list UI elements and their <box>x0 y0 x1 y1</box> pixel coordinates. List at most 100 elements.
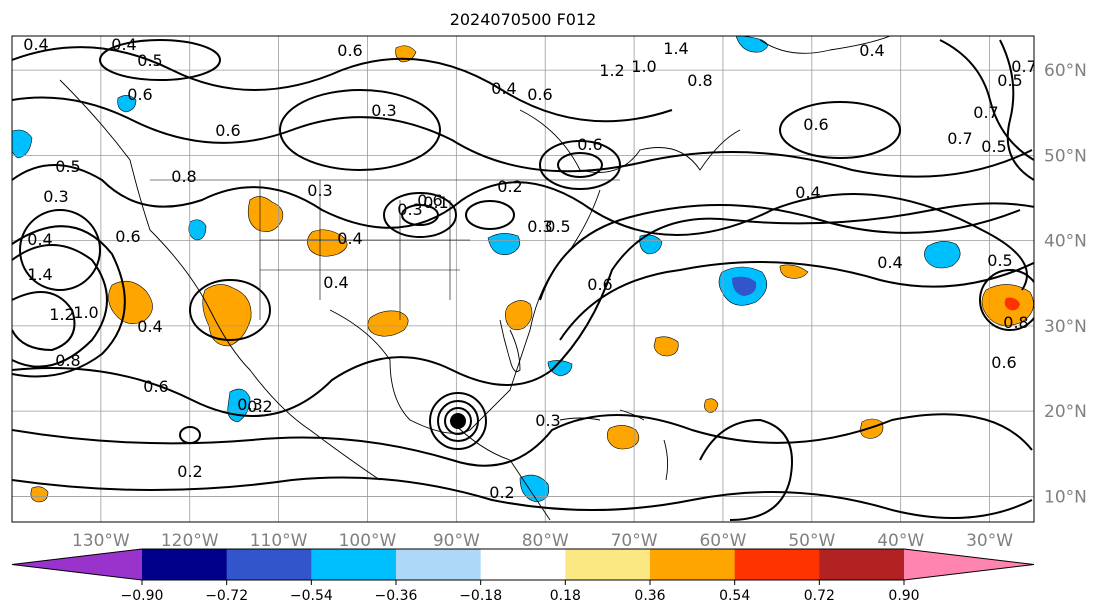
contour-line <box>939 39 1034 161</box>
contour-label: 0.6 <box>143 377 168 396</box>
florida <box>499 319 521 373</box>
contour-line <box>559 261 1034 341</box>
contour-label: 0.3 <box>371 101 396 120</box>
contour-line <box>12 291 76 352</box>
lon-tick-label: 50°W <box>788 531 835 551</box>
colorbar-bin <box>819 549 905 580</box>
lon-tick-label: 90°W <box>433 531 480 551</box>
orange-blob <box>108 280 153 324</box>
contour-labels: 0.4 0.40.50.60.60.60.30.80.50.30.41.41.21… <box>23 36 1036 502</box>
contour-label: 0.5 <box>987 251 1012 270</box>
colorbar-tick-label: −0.18 <box>459 588 502 604</box>
colorbar: −0.90 −0.72 −0.54 −0.36 −0.18 0.18 0.36 0.54 0.7… <box>11 548 1035 604</box>
contour-label: 0.6 <box>215 121 240 140</box>
contour-label: 0.6 <box>417 191 442 210</box>
blue-blob <box>117 95 137 113</box>
pacific-coast <box>59 79 381 481</box>
plot-title: 2024070500 F012 <box>450 10 597 29</box>
contour-label: 0.8 <box>1003 313 1028 332</box>
contour-label: 0.4 <box>491 79 516 98</box>
contour-line <box>557 152 603 178</box>
contour-label: 0.3 <box>43 187 68 206</box>
contour-line <box>699 418 793 521</box>
colorbar-bin <box>565 549 651 580</box>
contour-label: 0.8 <box>171 167 196 186</box>
contour-line <box>12 46 673 123</box>
lon-tick-label: 40°W <box>877 531 924 551</box>
contour-label: 0.6 <box>127 85 152 104</box>
colorbar-tick-label: 0.54 <box>719 588 750 604</box>
caribbean-islands <box>559 409 669 481</box>
contour-label: 0.2 <box>247 397 272 416</box>
contour-label: 0.4 <box>323 273 348 292</box>
contour-line <box>979 269 1034 331</box>
lon-tick-label: 100°W <box>339 531 397 551</box>
contour-label: 1.2 <box>49 305 74 324</box>
colorbar-extend-low <box>12 549 142 580</box>
contour-label: 1.2 <box>599 61 624 80</box>
colorbar-tick-label: −0.36 <box>375 588 418 604</box>
contour-label: 0.3 <box>527 217 552 236</box>
orange-blob <box>247 196 284 232</box>
blue-blob <box>487 233 521 255</box>
contour-line <box>12 202 1034 417</box>
lat-tick-label: 50°N <box>1044 146 1087 166</box>
contour-label: 0.7 <box>947 129 972 148</box>
lat-tick-label: 10°N <box>1044 487 1087 507</box>
colorbar-bin <box>396 549 482 580</box>
colorbar-bin <box>142 549 228 580</box>
contour-label: 1.0 <box>631 57 656 76</box>
contour-label: 0.8 <box>55 351 80 370</box>
contour-label: 1.0 <box>73 303 98 322</box>
contour-line <box>999 39 1034 181</box>
lon-tick-label: 60°W <box>699 531 746 551</box>
colorbar-tick-label: 0.90 <box>888 588 919 604</box>
contour-line <box>99 39 221 81</box>
contour-label: 0.3 <box>307 181 332 200</box>
contour-label: 1.4 <box>27 265 52 284</box>
contour-line <box>401 204 439 226</box>
contour-label: 0.2 <box>489 483 514 502</box>
contour-line <box>12 164 1028 291</box>
contour-line <box>12 225 126 378</box>
blue-blob <box>639 234 663 255</box>
colorbar-bin <box>650 549 736 580</box>
orange-blob <box>505 300 533 331</box>
orange-blob <box>202 284 252 347</box>
contour-label: 0.3 <box>397 200 422 219</box>
contour-line <box>12 476 1033 519</box>
latitude-axis: 60°N 50°N 40°N 30°N 20°N 10°N <box>1044 61 1087 507</box>
contour-label: 0.4 <box>137 317 162 336</box>
red-core <box>1004 297 1020 311</box>
contour-label: 0.6 <box>577 135 602 154</box>
contour-line <box>179 426 201 444</box>
contour-label: 0.4 <box>795 183 820 202</box>
orange-blob <box>30 486 49 503</box>
colorbar-bin <box>311 549 397 580</box>
contour-label: 0.5 <box>981 137 1006 156</box>
contour-line <box>12 96 1033 178</box>
contour-label: 0.6 <box>803 115 828 134</box>
orange-blob <box>653 336 679 357</box>
contour-label: 0.6 <box>527 85 552 104</box>
central-america <box>449 419 551 521</box>
blue-blob <box>924 241 961 269</box>
lon-tick-label: 30°W <box>966 531 1013 551</box>
contour-label: 0.5 <box>137 51 162 70</box>
contour-label: 0.5 <box>997 71 1022 90</box>
orange-blob <box>779 264 809 279</box>
contour-label: 0.7 <box>1011 57 1036 76</box>
contour-label: 0.8 <box>687 71 712 90</box>
orange-blob <box>607 425 640 450</box>
contour-line <box>539 204 1021 301</box>
colorbar-bin <box>480 549 566 580</box>
blue-blob <box>12 129 33 159</box>
contour-line <box>19 209 101 291</box>
contour-label: 0.4 <box>859 41 884 60</box>
blue-blob <box>188 219 207 241</box>
contour-label: 0.2 <box>497 177 522 196</box>
contour-label: 0.3 <box>535 411 560 430</box>
map-frame <box>11 35 1035 523</box>
us-borders <box>150 179 620 320</box>
